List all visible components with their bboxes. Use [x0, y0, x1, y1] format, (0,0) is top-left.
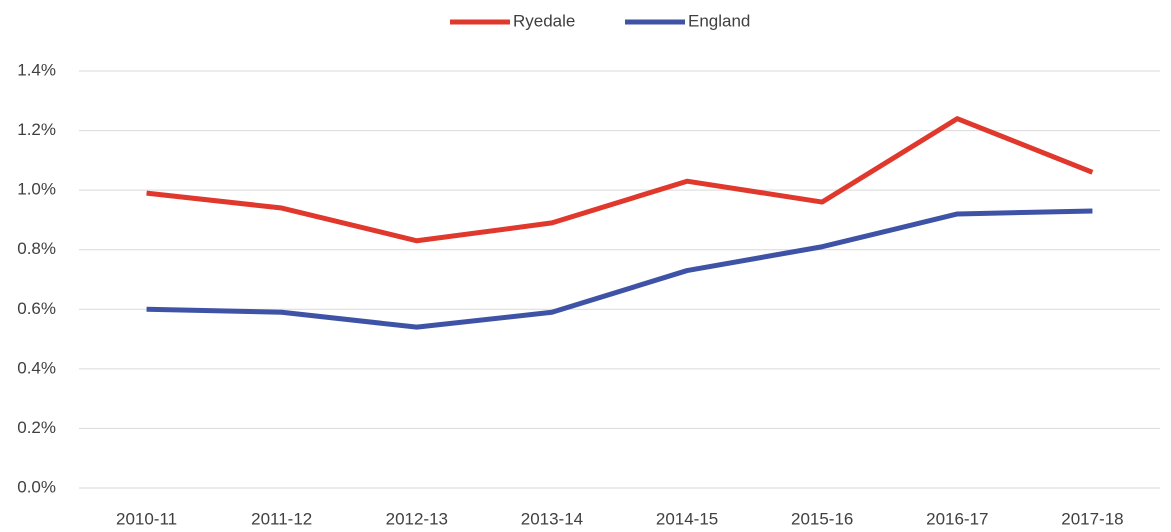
y-tick-label: 0.6% — [17, 299, 56, 318]
y-tick-label: 1.2% — [17, 120, 56, 139]
x-tick-label: 2010-11 — [116, 509, 177, 528]
y-tick-label: 0.2% — [17, 418, 56, 437]
y-tick-label: 0.0% — [17, 477, 56, 496]
y-tick-label: 0.8% — [17, 239, 56, 258]
x-tick-label: 2015-16 — [791, 509, 853, 528]
x-tick-label: 2011-12 — [251, 509, 312, 528]
y-tick-label: 1.4% — [17, 60, 56, 79]
y-tick-label: 1.0% — [17, 180, 56, 199]
x-tick-label: 2014-15 — [656, 509, 718, 528]
x-tick-label: 2017-18 — [1061, 509, 1123, 528]
x-tick-label: 2016-17 — [926, 509, 988, 528]
y-tick-label: 0.4% — [17, 358, 56, 377]
series-line — [146, 208, 1093, 330]
x-tick-label: 2013-14 — [521, 509, 583, 528]
legend-label: England — [688, 11, 750, 30]
x-tick-label: 2012-13 — [386, 509, 448, 528]
series-line — [146, 116, 1094, 244]
legend-label: Ryedale — [513, 11, 575, 30]
